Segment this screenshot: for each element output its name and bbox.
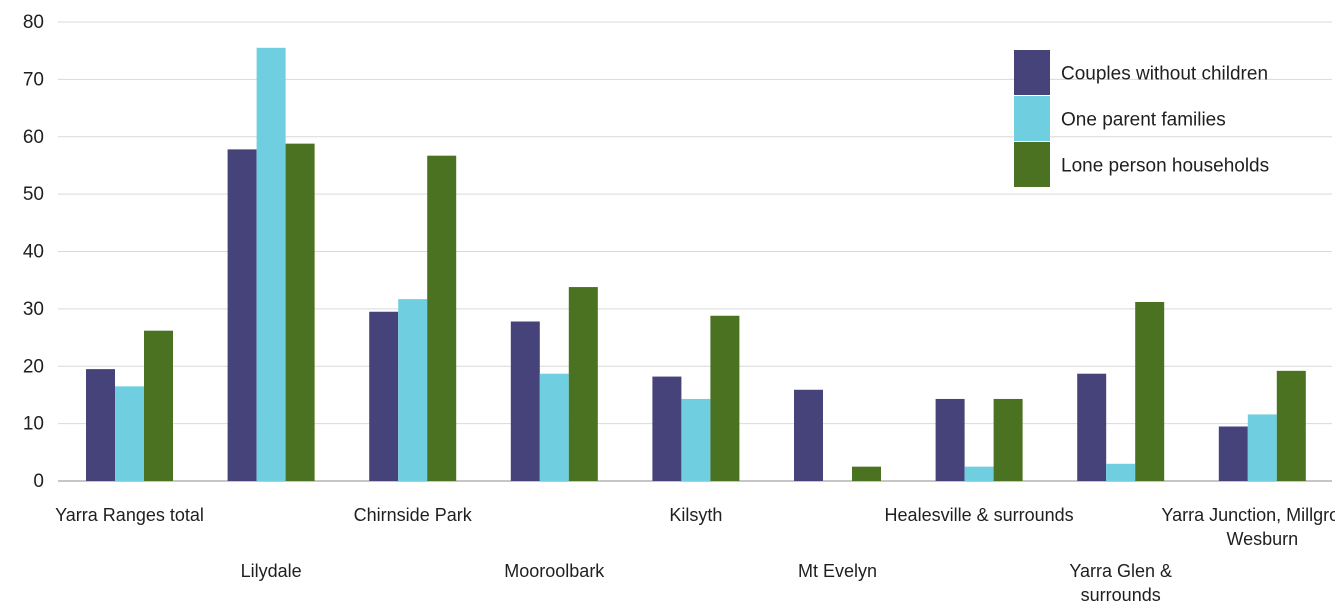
bar (681, 398, 711, 481)
x-category-label: Lilydale (241, 561, 302, 581)
bar (510, 321, 540, 481)
y-tick-label: 60 (23, 127, 44, 148)
legend-label: One parent families (1061, 110, 1226, 131)
legend-swatch (1014, 50, 1050, 95)
y-tick-label: 70 (23, 69, 44, 90)
x-category-label: Mooroolbark (504, 561, 605, 581)
bar (568, 287, 598, 481)
legend-label: Lone person households (1061, 156, 1269, 177)
y-tick-label: 40 (23, 242, 44, 263)
bar (227, 149, 257, 481)
bar (935, 398, 965, 481)
bar (794, 389, 823, 481)
legend-swatch (1014, 96, 1050, 141)
bar (1077, 373, 1107, 481)
x-category-label: Mt Evelyn (798, 561, 877, 581)
y-tick-label: 10 (23, 414, 44, 435)
y-tick-label: 0 (33, 471, 44, 492)
x-category-label: Yarra Ranges total (55, 505, 204, 525)
x-axis-category-labels: Yarra Ranges total Lilydale Chirnside Park… (55, 505, 1335, 605)
bar (144, 330, 173, 481)
y-axis-tick-labels: 0 10 20 30 40 50 60 70 80 (23, 12, 44, 492)
bar (427, 155, 457, 481)
bar (710, 315, 740, 481)
legend-swatch (1014, 142, 1050, 187)
bar (993, 398, 1023, 481)
x-category-label: Yarra Glen & surrounds (1069, 561, 1172, 605)
bar (369, 311, 399, 481)
legend: Couples without children One parent famil… (1014, 50, 1269, 187)
bar (1106, 463, 1136, 481)
bars (86, 47, 1306, 481)
x-category-label: Healesville & surrounds (885, 505, 1074, 525)
legend-label: Couples without children (1061, 64, 1268, 85)
bar (285, 143, 315, 481)
y-tick-label: 20 (23, 356, 44, 377)
x-category-label: Kilsyth (669, 505, 722, 525)
x-category-label: Chirnside Park (354, 505, 473, 525)
x-category-label: Yarra Junction, Millgrove,Wesburn (1161, 505, 1335, 549)
bar (652, 376, 682, 481)
y-tick-label: 30 (23, 299, 44, 320)
bar (1276, 370, 1306, 481)
bar (256, 47, 286, 481)
y-tick-label: 80 (23, 12, 44, 33)
bar (852, 466, 881, 481)
bar (1247, 414, 1277, 481)
bar (1135, 301, 1165, 481)
bar (539, 373, 569, 481)
bar (398, 299, 428, 481)
bar (964, 466, 994, 481)
bar (86, 369, 115, 481)
bar (1218, 426, 1248, 481)
bar (115, 386, 144, 481)
y-tick-label: 50 (23, 184, 44, 205)
